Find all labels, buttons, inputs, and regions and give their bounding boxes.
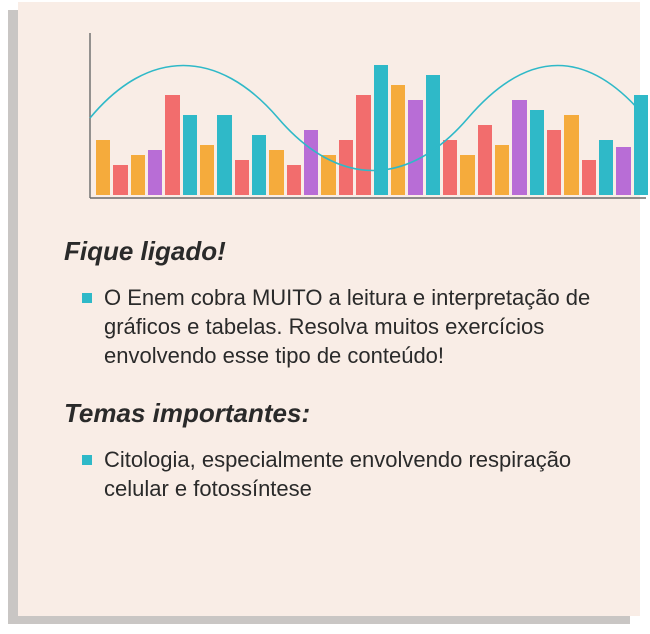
chart-bar xyxy=(478,125,492,195)
chart-bar xyxy=(217,115,231,195)
list-item-text: Citologia, especialmente envolvendo resp… xyxy=(104,447,571,501)
chart-bar xyxy=(321,155,335,195)
chart-bar xyxy=(269,150,283,195)
chart-bar xyxy=(426,75,440,195)
chart-bar xyxy=(200,145,214,195)
section-fique-ligado: Fique ligado! O Enem cobra MUITO a leitu… xyxy=(48,236,610,370)
chart-bar xyxy=(304,130,318,195)
section-temas-importantes: Temas importantes: Citologia, especialme… xyxy=(48,398,610,503)
chart-bar xyxy=(252,135,266,195)
chart-bar xyxy=(287,165,301,195)
list-item-text: O Enem cobra MUITO a leitura e interpret… xyxy=(104,285,590,368)
heading-temas-importantes: Temas importantes: xyxy=(64,398,598,429)
chart-bar xyxy=(113,165,127,195)
chart-bar xyxy=(356,95,370,195)
chart-bar xyxy=(530,110,544,195)
chart-bar xyxy=(148,150,162,195)
chart-bar xyxy=(599,140,613,195)
chart-bar xyxy=(131,155,145,195)
chart-bar xyxy=(582,160,596,195)
info-card: Fique ligado! O Enem cobra MUITO a leitu… xyxy=(18,2,640,616)
chart-bar xyxy=(564,115,578,195)
chart-bar xyxy=(235,160,249,195)
list-item: O Enem cobra MUITO a leitura e interpret… xyxy=(82,283,598,370)
chart-bar xyxy=(183,115,197,195)
chart-bar xyxy=(616,147,630,195)
chart-bar xyxy=(512,100,526,195)
bar-chart xyxy=(88,28,648,208)
chart-bar xyxy=(495,145,509,195)
chart-bar xyxy=(443,140,457,195)
chart-bar xyxy=(408,100,422,195)
chart-bar xyxy=(96,140,110,195)
heading-fique-ligado: Fique ligado! xyxy=(64,236,598,267)
list-item: Citologia, especialmente envolvendo resp… xyxy=(82,445,598,503)
chart-bar xyxy=(634,95,648,195)
list-fique-ligado: O Enem cobra MUITO a leitura e interpret… xyxy=(64,283,598,370)
chart-bar xyxy=(374,65,388,195)
chart-bar xyxy=(391,85,405,195)
chart-bars xyxy=(96,35,648,195)
chart-bar xyxy=(339,140,353,195)
chart-bar xyxy=(460,155,474,195)
chart-bar xyxy=(547,130,561,195)
chart-bar xyxy=(165,95,179,195)
list-temas-importantes: Citologia, especialmente envolvendo resp… xyxy=(64,445,598,503)
